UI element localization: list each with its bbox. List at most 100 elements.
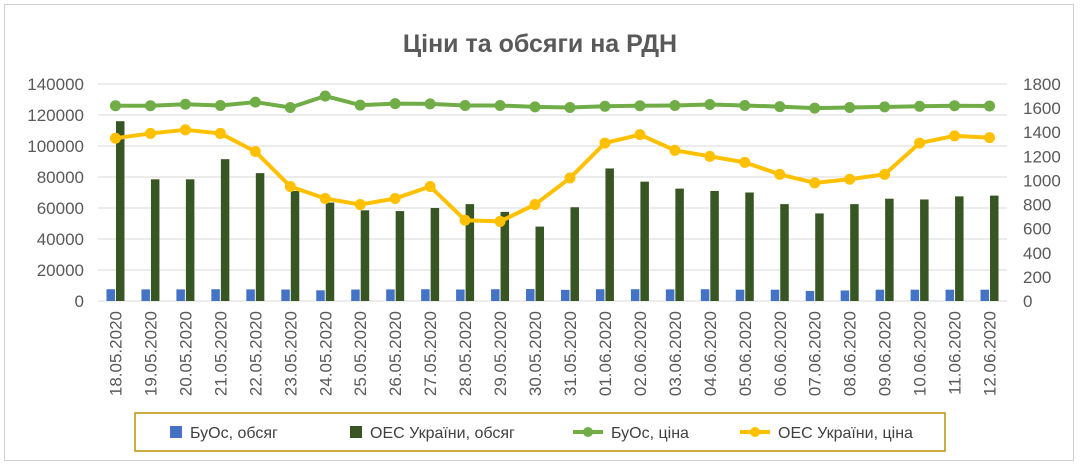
legend-marker	[750, 427, 760, 437]
x-tick-label: 04.06.2020	[701, 311, 720, 396]
chart-svg: Ціни та обсяги на РДН 0 20000 40000 60000 80…	[27, 30, 1061, 452]
bar-buos-volume	[700, 289, 710, 301]
point-oes-price	[354, 199, 366, 211]
bar-oes-volume	[780, 204, 789, 301]
x-tick-label: 11.06.2020	[946, 311, 965, 395]
x-tick-label: 19.05.2020	[141, 311, 160, 396]
gridlines	[98, 83, 1007, 302]
right-tick-label: 400	[1023, 244, 1051, 263]
point-buos-price	[774, 101, 786, 113]
point-buos-price	[599, 100, 611, 112]
legend-border	[134, 412, 946, 452]
bar-oes-volume	[465, 204, 475, 301]
line-series	[109, 90, 996, 227]
point-buos-price	[634, 100, 646, 112]
point-buos-price	[949, 100, 961, 112]
bar-oes-volume	[255, 173, 265, 301]
bar-buos-volume	[875, 289, 885, 301]
point-buos-price	[809, 102, 821, 114]
bar-buos-volume	[945, 289, 955, 301]
x-tick-label: 08.06.2020	[841, 311, 860, 396]
bar-oes-volume	[955, 196, 964, 301]
point-oes-price	[809, 177, 821, 189]
right-tick-label: 800	[1023, 196, 1051, 215]
bar-oes-volume	[850, 204, 859, 301]
point-oes-price	[424, 180, 436, 192]
bar-oes-volume	[640, 181, 649, 301]
point-oes-price	[879, 168, 891, 180]
right-tick-label: 1600	[1023, 99, 1061, 118]
x-tick-label: 05.06.2020	[736, 311, 755, 396]
bar-buos-volume	[421, 289, 430, 301]
point-oes-price	[844, 173, 856, 185]
left-tick-label: 120000	[27, 106, 84, 125]
bar-buos-volume	[456, 289, 465, 301]
line-oes-price	[115, 127, 990, 224]
bar-series	[106, 121, 999, 301]
x-tick-label: 21.05.2020	[211, 311, 230, 396]
x-tick-label: 30.05.2020	[526, 311, 545, 396]
legend-swatch	[170, 426, 182, 438]
bar-oes-volume	[360, 210, 370, 301]
point-oes-price	[214, 127, 226, 139]
point-oes-price	[494, 215, 506, 227]
point-buos-price	[529, 101, 541, 113]
point-oes-price	[144, 127, 156, 139]
bar-buos-volume	[980, 289, 990, 301]
bar-buos-volume	[281, 289, 290, 301]
point-buos-price	[984, 100, 996, 112]
bar-buos-volume	[386, 289, 395, 301]
right-tick-label: 1400	[1023, 123, 1061, 142]
right-tick-label: 600	[1023, 220, 1051, 239]
bar-buos-volume	[211, 289, 220, 301]
bar-buos-volume	[176, 289, 185, 301]
x-tick-label: 27.05.2020	[421, 311, 440, 396]
legend-marker	[583, 427, 593, 437]
right-tick-label: 200	[1023, 268, 1051, 287]
left-tick-label: 140000	[27, 75, 84, 94]
point-oes-price	[984, 132, 996, 144]
point-buos-price	[424, 98, 436, 110]
bar-buos-volume	[491, 289, 500, 301]
point-buos-price	[214, 99, 226, 111]
right-tick-label: 1200	[1023, 147, 1061, 166]
x-tick-label: 07.06.2020	[806, 311, 825, 396]
point-buos-price	[249, 96, 261, 108]
point-oes-price	[109, 132, 121, 144]
point-buos-price	[354, 99, 366, 111]
point-oes-price	[669, 144, 681, 156]
bar-oes-volume	[675, 188, 684, 301]
line-buos-price	[115, 94, 990, 111]
x-tick-label: 25.05.2020	[351, 311, 370, 396]
x-tick-label: 01.06.2020	[596, 311, 615, 396]
legend-label: ОЕС України, ціна	[778, 425, 913, 442]
legend-label: БуОс, обсяг	[190, 425, 278, 442]
bar-oes-volume	[605, 168, 614, 301]
point-buos-price	[844, 102, 856, 114]
x-tick-label: 23.05.2020	[281, 311, 300, 396]
x-tick-label: 28.05.2020	[456, 311, 475, 396]
x-tick-label: 12.06.2020	[981, 311, 1000, 396]
point-buos-price	[704, 98, 716, 110]
bar-oes-volume	[220, 159, 230, 301]
bar-oes-volume	[430, 208, 440, 301]
bar-oes-volume	[395, 211, 405, 301]
point-oes-price	[249, 146, 261, 158]
bar-oes-volume	[885, 198, 894, 301]
x-tick-label: 18.05.2020	[106, 311, 125, 396]
bar-buos-volume	[526, 289, 535, 301]
point-buos-price	[459, 99, 471, 111]
bar-oes-volume	[570, 207, 579, 301]
bar-buos-volume	[560, 289, 570, 301]
chart-frame: Ціни та обсяги на РДН 0 20000 40000 60000 80…	[4, 4, 1074, 461]
right-tick-label: 1000	[1023, 171, 1061, 190]
bar-buos-volume	[351, 289, 360, 301]
x-tick-label: 26.05.2020	[386, 311, 405, 396]
x-tick-label: 22.05.2020	[246, 311, 265, 396]
bar-buos-volume	[316, 290, 325, 301]
bar-buos-volume	[595, 289, 605, 301]
x-tick-label: 10.06.2020	[911, 311, 930, 396]
point-oes-price	[704, 150, 716, 162]
bar-oes-volume	[535, 226, 545, 301]
point-oes-price	[319, 193, 331, 205]
